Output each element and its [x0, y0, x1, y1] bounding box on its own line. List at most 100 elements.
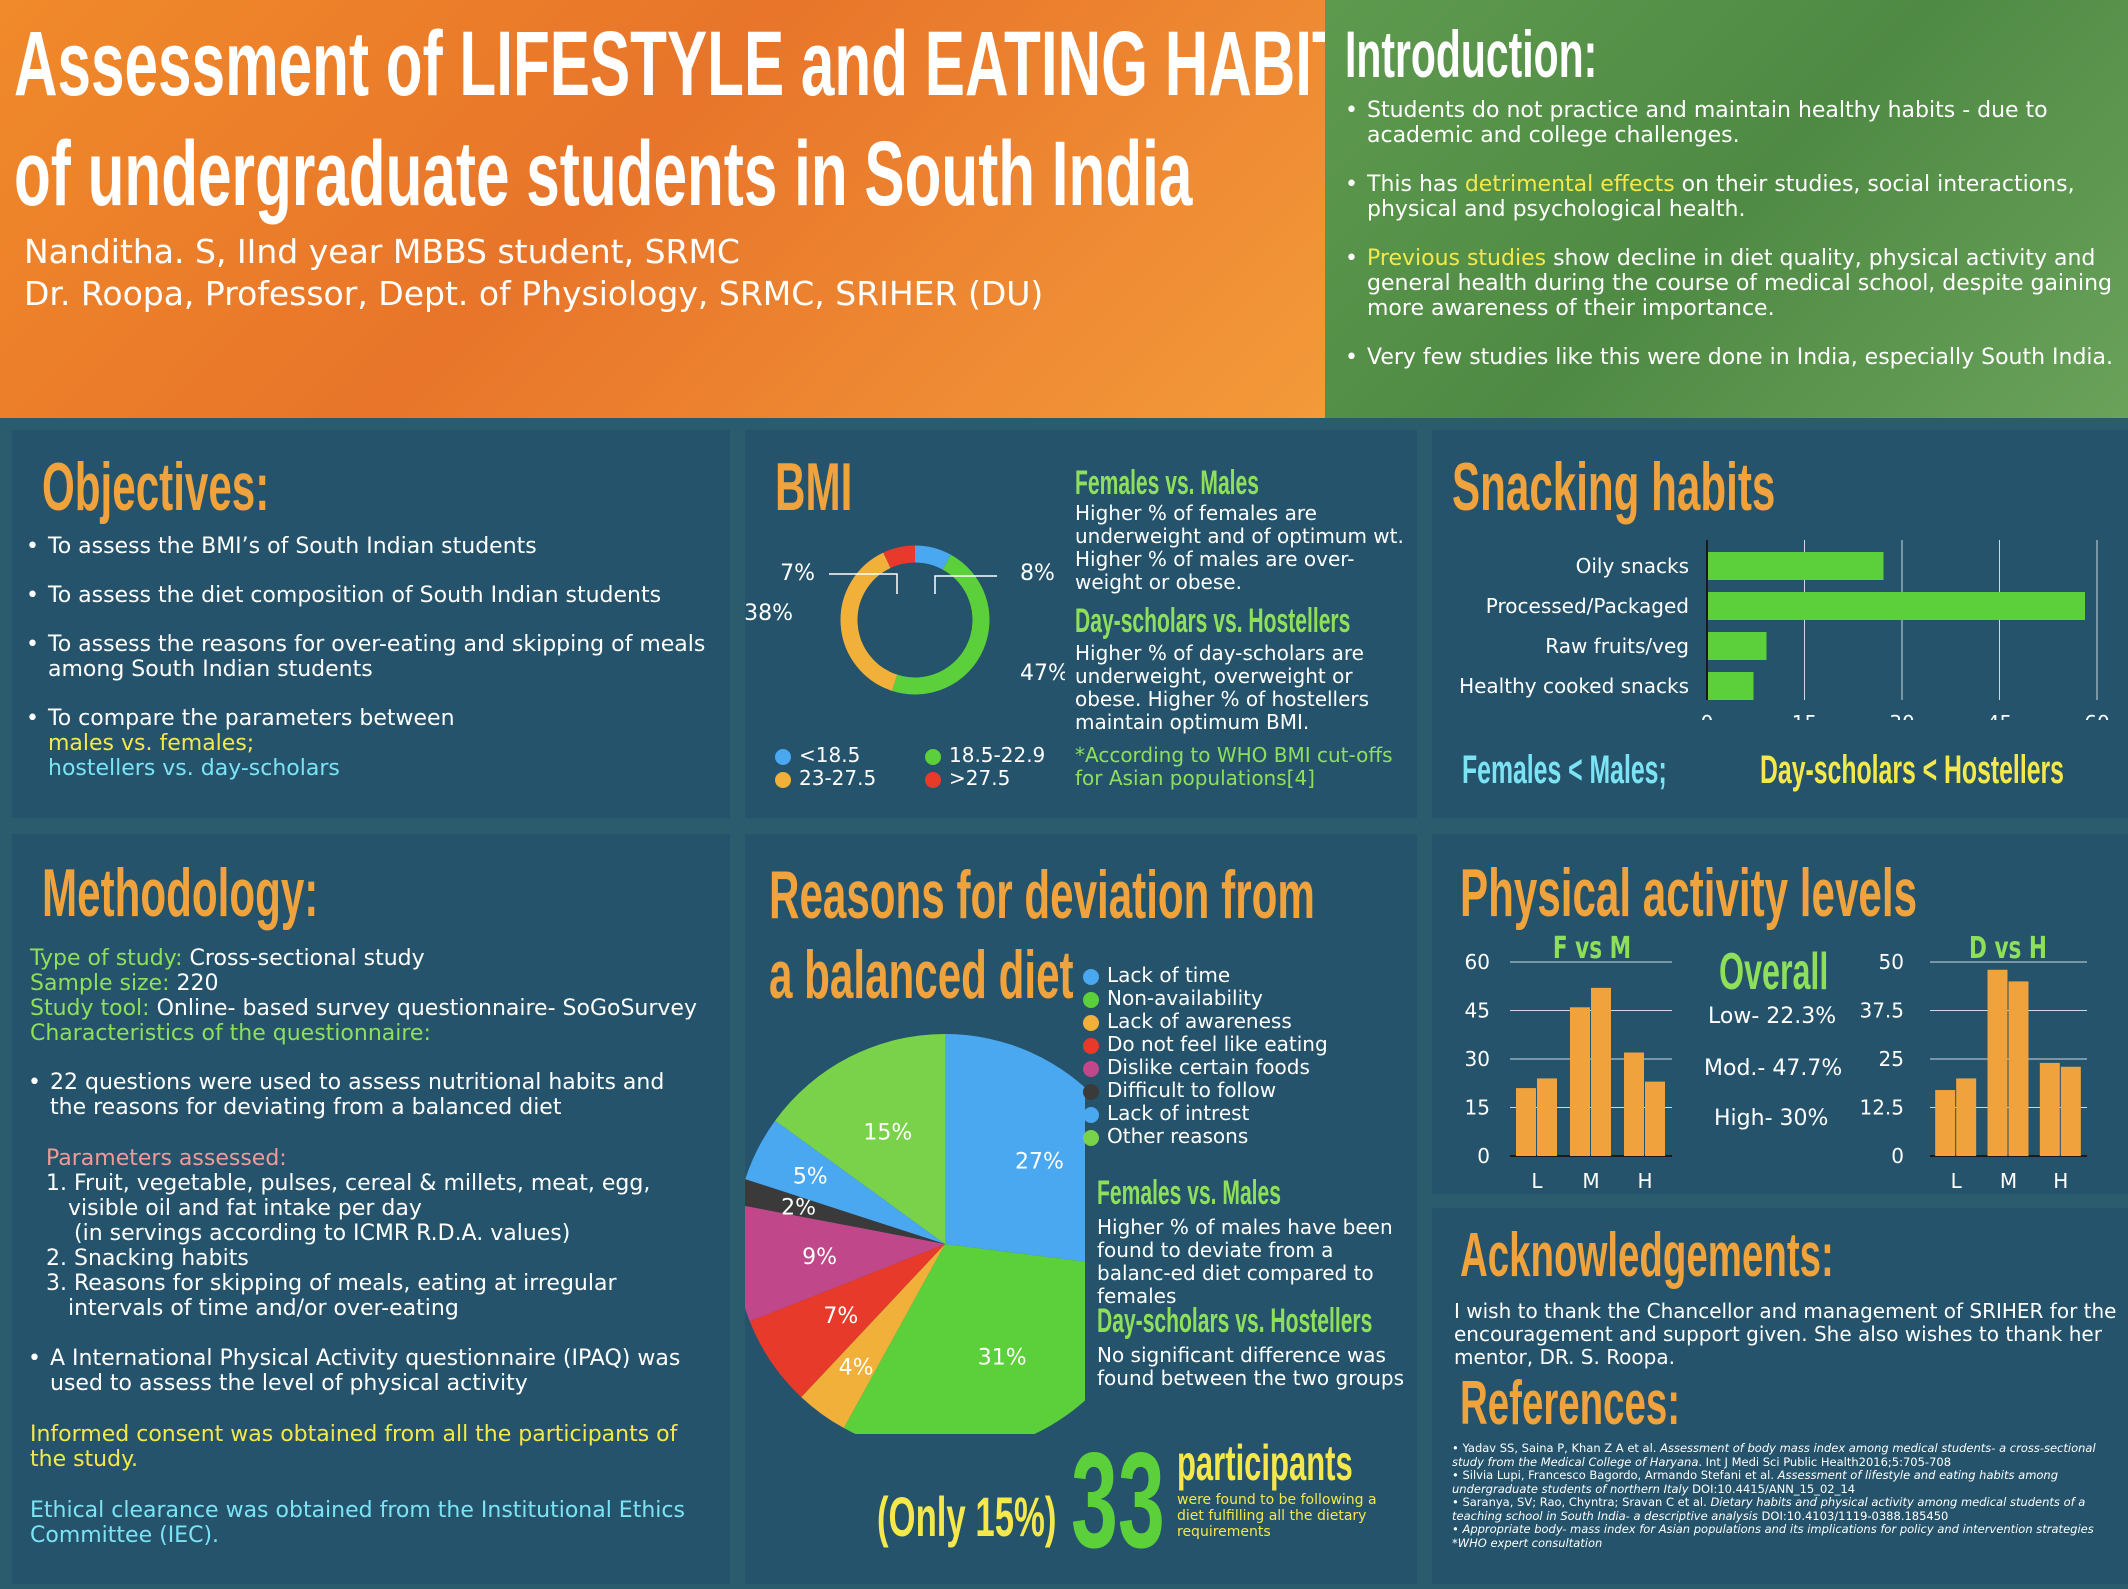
phys-bar: [1624, 1052, 1644, 1156]
phys-bar: [1537, 1078, 1557, 1156]
reason-slice-4: [749, 1244, 945, 1398]
reference-3: • Saranya, SV; Rao, Chyntra; Sravan C et…: [1452, 1495, 2086, 1523]
methodology-section: Methodology: Type of study: Cross-sectio…: [12, 834, 730, 1584]
snack-bar: [1708, 592, 2085, 620]
phys-category-H: H: [1637, 1169, 1652, 1193]
reason-label-3: 4%: [839, 1355, 874, 1380]
intro-bullet-2: This has detrimental effects on their st…: [1339, 172, 2119, 222]
bmi-legend-item-2: 18.5-22.9: [925, 744, 1045, 767]
bmi-title: BMI: [775, 449, 853, 525]
reasons-section: Reasons for deviation from a balanced di…: [745, 834, 1417, 1584]
reason-label-5: 9%: [802, 1245, 837, 1270]
phys-bar: [1956, 1078, 1977, 1156]
reference-1: • Yadav SS, Saina P, Khan Z A et al. Ass…: [1452, 1441, 2096, 1469]
phys-chart-title-1: F vs M: [1553, 932, 1631, 966]
phys-tick-30: 30: [1465, 1047, 1490, 1071]
legend-dot-icon: [1083, 1106, 1099, 1123]
snack-bar: [1708, 632, 1767, 660]
snacking-title: Snacking habits: [1452, 449, 1776, 525]
author-2: Dr. Roopa, Professor, Dept. of Physiolog…: [24, 274, 1044, 313]
snack-tick-45: 45: [1987, 711, 2012, 720]
reasons-title-line2: a balanced diet: [769, 937, 1074, 1013]
bmi-fm-text: Higher % of females are underweight and …: [1075, 501, 1404, 594]
phys-bar: [1570, 1007, 1590, 1156]
bmi-slice-2: [891, 554, 990, 695]
phys-tick-12.5: 12.5: [1859, 1096, 1904, 1120]
objective-2: To assess the diet composition of South …: [20, 583, 720, 608]
questionnaire-characteristics: Characteristics of the questionnaire:: [30, 1021, 431, 1046]
phys-bar: [1516, 1088, 1536, 1156]
participants-count: 33: [1071, 1424, 1165, 1576]
study-type: Type of study: Cross-sectional study: [30, 946, 425, 971]
legend-dot-icon: [1083, 1037, 1099, 1054]
snack-category-label: Processed/Packaged: [1486, 594, 1689, 618]
legend-dot-icon: [1083, 1129, 1099, 1146]
phys-category-H: H: [2053, 1169, 2068, 1193]
reason-legend-item: Other reasons: [1083, 1125, 1413, 1148]
phys-bar: [2039, 1062, 2060, 1156]
phys-bar: [1935, 1090, 1956, 1156]
snack-category-label: Raw fruits/veg: [1545, 634, 1689, 658]
reasons-fm-text: Higher % of males have been found to dev…: [1097, 1215, 1393, 1308]
reason-slice-8: [775, 1034, 945, 1244]
introduction-section: Introduction: Students do not practice a…: [1325, 0, 2128, 418]
objectives-section: Objectives: To assess the BMI’s of South…: [12, 430, 730, 818]
reason-label-1: 27%: [1015, 1150, 1064, 1175]
phys-tick-0: 0: [1477, 1144, 1490, 1168]
reasons-legend: Lack of time Non-availability Lack of awar…: [1083, 964, 1413, 1148]
snacking-bar-chart: 0 15 30 45 60 Oily snacks Processed/Packaged Ra…: [1459, 540, 2110, 720]
reasons-title-line1: Reasons for deviation from: [769, 857, 1315, 933]
bmi-slice-3: [840, 552, 898, 691]
snack-tick-15: 15: [1792, 711, 1817, 720]
reason-legend-item: Lack of intrest: [1083, 1102, 1413, 1125]
phys-category-M: M: [2000, 1169, 2017, 1193]
objectives-title: Objectives:: [42, 449, 270, 525]
bmi-label-2: 47%: [1020, 661, 1065, 686]
bmi-section: BMI 8% 47% 38% 7% <18.5 18.5-22.9 23-27.5 >…: [745, 430, 1417, 818]
ack-references-section: Acknowledgements: I wish to thank the Ch…: [1432, 1208, 2128, 1584]
phys-category-L: L: [1531, 1169, 1543, 1193]
phys-bar: [1987, 969, 2008, 1156]
overall-low: Low- 22.3%: [1708, 1004, 1837, 1029]
title-banner: Assessment of LIFESTYLE and EATING HABIT…: [0, 0, 1389, 418]
sample-size: Sample size: 220: [30, 971, 219, 996]
objective-3: To assess the reasons for over-eating an…: [20, 632, 720, 682]
parameter-1-note: (in servings according to ICMR R.D.A. va…: [74, 1221, 571, 1246]
phys-bar: [2008, 981, 2029, 1156]
snacking-section: Snacking habits 0 15 30 45 60 Oily snacks Proc…: [1432, 430, 2128, 818]
reference-2: • Silvia Lupi, Francesco Bagordo, Armand…: [1452, 1468, 2059, 1496]
bmi-slice-4: [883, 545, 916, 569]
legend-dot-icon: [1083, 1014, 1099, 1031]
phys-tick-60: 60: [1465, 950, 1490, 974]
bmi-label-1: 8%: [1020, 561, 1055, 586]
objective-1: To assess the BMI’s of South Indian stud…: [20, 534, 720, 559]
phys-chart-title-2: D vs H: [1969, 932, 2047, 966]
snack-tick-0: 0: [1701, 711, 1714, 720]
reason-legend-item: Dislike certain foods: [1083, 1056, 1413, 1079]
snacking-fm: Females < Males;: [1462, 748, 1667, 792]
parameter-1: 1. Fruit, vegetable, pulses, cereal & mi…: [46, 1171, 651, 1221]
only-percent: (Only 15%): [877, 1485, 1057, 1548]
physical-activity-charts: F vs M 0 15 30 45 60 L M H D vs H 0 12.5 25 37.5 50 L M H: [1465, 932, 2087, 1193]
bmi-dh-title: Day-scholars vs. Hostellers: [1075, 602, 1351, 640]
reason-slice-3: [801, 1244, 945, 1429]
reason-label-8: 15%: [863, 1121, 912, 1146]
overall-title: Overall: [1719, 943, 1829, 1001]
reason-legend-item: Non-availability: [1083, 987, 1413, 1010]
phys-tick-45: 45: [1465, 999, 1490, 1023]
phys-bar: [1591, 987, 1611, 1156]
phys-tick-37.5: 37.5: [1859, 999, 1904, 1023]
phys-tick-0: 0: [1891, 1144, 1904, 1168]
ack-title: Acknowledgements:: [1460, 1221, 1834, 1290]
references-list: • Yadav SS, Saina P, Khan Z A et al. Ass…: [1452, 1441, 2124, 1550]
bmi-note: *According to WHO BMI cut-offs for Asian…: [1075, 743, 1393, 790]
bmi-slice-1: [914, 545, 951, 570]
reasons-dh-text: No significant difference was found betw…: [1097, 1343, 1405, 1390]
reason-slice-5: [745, 1205, 945, 1322]
bmi-label-4: 7%: [780, 561, 815, 586]
legend-dot-icon: [1083, 991, 1099, 1008]
physical-title: Physical activity levels: [1460, 855, 1918, 931]
study-tool: Study tool: Online- based survey questio…: [30, 996, 697, 1021]
physical-activity-section: Physical activity levels F vs M 0 15 30 45 60…: [1432, 834, 2128, 1194]
